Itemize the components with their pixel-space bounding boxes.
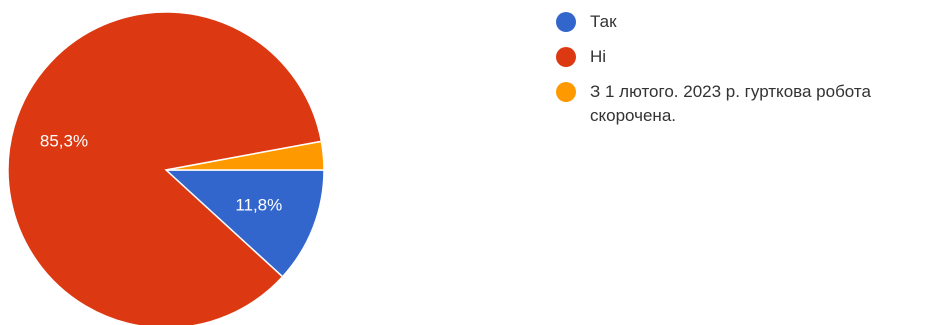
legend-swatch-yes: [556, 12, 576, 32]
legend-swatch-no: [556, 47, 576, 67]
pie-slice-reduced[interactable]: [165, 140, 325, 171]
pie-label-yes: 11,8%: [235, 196, 282, 215]
legend-item-yes[interactable]: Так: [556, 10, 936, 34]
pie-slice-no[interactable]: [7, 11, 323, 325]
legend-label-reduced: З 1 лютого. 2023 р. гурткова робота скор…: [590, 82, 871, 125]
legend-item-no[interactable]: Ні: [556, 45, 936, 69]
pie-slice-yes[interactable]: [164, 169, 325, 278]
pie-chart: 11,8% 85,3%: [7, 11, 325, 325]
legend-label-yes: Так: [590, 12, 617, 31]
chart-legend: Так Ні З 1 лютого. 2023 р. гурткова робо…: [556, 10, 936, 139]
legend-label-no: Ні: [590, 47, 607, 66]
pie-label-no: 85,3%: [40, 131, 88, 150]
legend-item-reduced[interactable]: З 1 лютого. 2023 р. гурткова робота скор…: [556, 80, 936, 128]
legend-swatch-reduced: [556, 82, 576, 102]
